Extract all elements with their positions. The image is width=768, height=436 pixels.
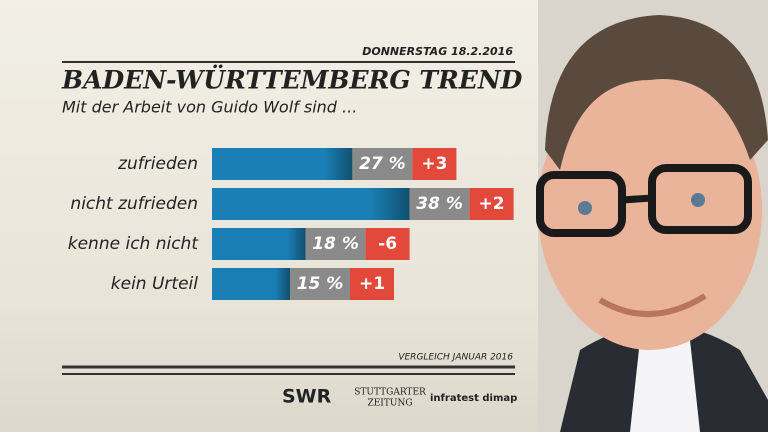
subtitle: Mit der Arbeit von Guido Wolf sind ...: [62, 98, 357, 117]
change-label: +3: [421, 154, 447, 174]
date: DONNERSTAG 18.2.2016: [362, 45, 513, 58]
category-label: nicht zufrieden: [70, 194, 198, 214]
value-label: 15 %: [297, 274, 344, 294]
value-label: 27 %: [359, 154, 406, 174]
change-box: [350, 268, 394, 300]
value-label: 38 %: [416, 194, 463, 214]
change-label: +1: [359, 274, 385, 294]
chart-title: BADEN-WÜRTTEMBERG TREND: [61, 66, 523, 95]
category-label: zufrieden: [117, 154, 198, 174]
logo-infratest: infratest dimap: [430, 393, 517, 404]
change-box: [365, 228, 410, 260]
value-box: [290, 268, 350, 300]
bar: [212, 188, 410, 220]
bar: [212, 268, 290, 300]
change-label: +2: [479, 194, 505, 214]
change-box: [412, 148, 457, 180]
value-label: 18 %: [312, 234, 359, 254]
value-box: [409, 188, 470, 220]
bar: [212, 228, 306, 260]
logo-stz: ZEITUNG: [367, 399, 412, 409]
logo-swr: SWR: [282, 386, 332, 408]
category-label: kein Urteil: [111, 274, 198, 294]
photo: [536, 0, 768, 432]
change-label: -6: [378, 234, 397, 254]
bar: [212, 148, 353, 180]
value-box: [352, 148, 413, 180]
value-box: [305, 228, 366, 260]
change-box: [469, 188, 514, 220]
category-label: kenne ich nicht: [68, 234, 200, 254]
note: VERGLEICH JANUAR 2016: [398, 353, 513, 363]
logo-stz: STUTTGARTER: [354, 388, 426, 398]
